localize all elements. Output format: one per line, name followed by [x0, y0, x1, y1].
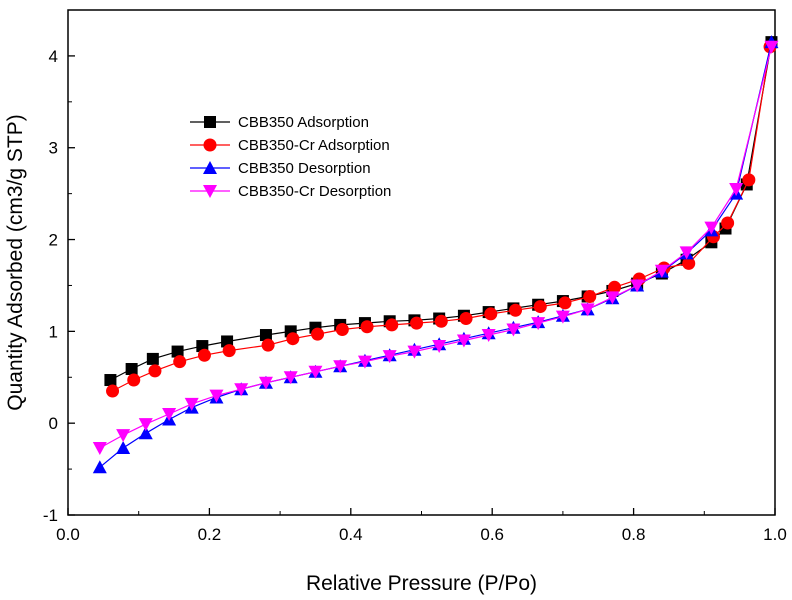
data-point: [531, 317, 546, 331]
y-tick-label: -1: [43, 506, 58, 525]
axis-ticks: 0.0 0.2 0.4 0.6 0.8 1.0 -1 0 1 2 3 4: [43, 47, 787, 544]
x-tick-label: 0.0: [56, 525, 80, 544]
data-point: [608, 280, 622, 294]
data-point: [283, 371, 298, 385]
data-point: [308, 365, 323, 379]
data-point: [484, 307, 498, 321]
data-point: [459, 312, 473, 326]
legend-label: CBB350 Desorption: [238, 160, 371, 177]
data-point: [116, 440, 131, 454]
data-point: [407, 345, 422, 359]
data-point: [382, 350, 397, 364]
data-point: [197, 348, 211, 362]
x-tick-label: 0.4: [339, 525, 363, 544]
data-point: [764, 40, 779, 54]
y-tick-label: 3: [49, 139, 58, 158]
data-point: [222, 344, 236, 358]
series-line: [112, 46, 771, 392]
data-point: [138, 418, 153, 432]
data-point: [311, 327, 325, 341]
legend-entry-3: CBB350-Cr Desorption: [190, 183, 391, 200]
series-line: [99, 46, 773, 449]
legend: CBB350 Adsorption CBB350-Cr Adsorption CBB…: [190, 114, 391, 200]
data-point: [162, 408, 177, 421]
data-point: [682, 256, 696, 270]
plot-border: [67, 9, 776, 516]
data-point: [92, 460, 107, 474]
data-point: [654, 264, 669, 278]
y-tick-label: 0: [49, 414, 58, 433]
y-tick-label: 2: [49, 231, 58, 250]
data-point: [171, 345, 184, 358]
data-point: [583, 289, 597, 303]
series-layer: [92, 35, 779, 474]
data-point: [106, 384, 120, 398]
data-point: [729, 183, 744, 197]
data-point: [679, 246, 694, 260]
data-point: [184, 397, 199, 411]
data-point: [357, 355, 372, 369]
legend-marker: [204, 116, 216, 128]
data-point: [261, 338, 275, 352]
data-point: [721, 216, 735, 230]
legend-marker: [203, 185, 217, 198]
data-point: [580, 303, 595, 317]
data-point: [509, 303, 523, 317]
data-point: [558, 296, 572, 310]
data-point: [148, 364, 162, 378]
data-point: [385, 318, 399, 332]
y-tick-label: 4: [49, 47, 58, 66]
legend-entry-1: CBB350-Cr Adsorption: [190, 137, 390, 154]
legend-marker: [203, 161, 217, 174]
data-point: [125, 363, 138, 376]
data-point: [481, 329, 496, 343]
data-point: [209, 389, 224, 403]
data-point: [335, 323, 349, 337]
y-tick-label: 1: [49, 322, 58, 341]
series-0: [104, 36, 778, 387]
x-tick-label: 0.6: [480, 525, 504, 544]
data-point: [456, 334, 471, 348]
y-axis-label: Quantity Adsorbed (cm3/g STP): [4, 114, 27, 410]
plot-frame: [67, 9, 776, 516]
data-point: [704, 221, 719, 235]
legend-label: CBB350-Cr Adsorption: [238, 137, 390, 154]
x-tick-label: 0.8: [622, 525, 646, 544]
data-point: [360, 320, 374, 334]
data-point: [432, 340, 447, 354]
data-point: [138, 426, 153, 440]
legend-label: CBB350-Cr Desorption: [238, 183, 391, 200]
series-3: [92, 40, 779, 455]
legend-marker: [203, 138, 217, 152]
legend-label: CBB350 Adsorption: [238, 114, 369, 131]
data-point: [286, 332, 300, 346]
data-point: [533, 300, 547, 314]
data-point: [333, 360, 348, 374]
data-point: [258, 376, 273, 390]
data-point: [146, 352, 159, 365]
data-point: [434, 314, 448, 328]
data-point: [234, 383, 249, 397]
data-point: [410, 316, 424, 330]
legend-entry-0: CBB350 Adsorption: [190, 114, 369, 131]
x-tick-label: 0.2: [198, 525, 222, 544]
data-point: [742, 173, 756, 187]
data-point: [173, 355, 187, 369]
data-point: [605, 291, 620, 305]
x-tick-label: 1.0: [763, 525, 787, 544]
data-point: [259, 329, 272, 342]
series-line: [110, 41, 773, 381]
data-point: [506, 323, 521, 337]
data-point: [630, 279, 645, 293]
legend-entry-2: CBB350 Desorption: [190, 160, 371, 177]
series-2: [92, 35, 779, 474]
data-point: [127, 373, 141, 387]
x-axis-label: Relative Pressure (P/Po): [306, 572, 537, 595]
data-point: [92, 441, 107, 455]
data-point: [116, 429, 131, 443]
data-point: [555, 310, 570, 324]
data-point: [104, 374, 117, 387]
series-line: [99, 41, 773, 468]
